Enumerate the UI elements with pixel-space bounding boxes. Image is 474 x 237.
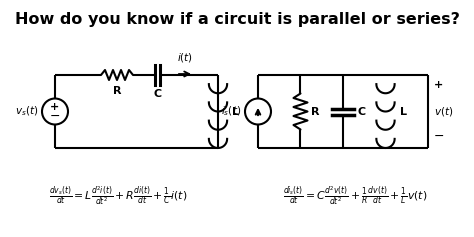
Text: +: + (50, 102, 60, 113)
Text: $v(t)$: $v(t)$ (434, 105, 453, 118)
Text: L: L (400, 106, 407, 117)
Text: +: + (434, 80, 443, 90)
Text: −: − (50, 110, 60, 123)
Text: $i(t)$: $i(t)$ (177, 51, 193, 64)
Text: How do you know if a circuit is parallel or series?: How do you know if a circuit is parallel… (15, 12, 459, 27)
Text: $v_s(t)$: $v_s(t)$ (15, 105, 38, 118)
Text: −: − (434, 130, 445, 143)
Text: L: L (232, 106, 239, 117)
Text: R: R (311, 106, 320, 117)
Text: C: C (358, 106, 366, 117)
Text: $\frac{di_s(t)}{dt} = C\frac{d^2v(t)}{dt^2} + \frac{1}{R}\frac{dv(t)}{dt} + \fra: $\frac{di_s(t)}{dt} = C\frac{d^2v(t)}{dt… (283, 185, 427, 207)
Text: C: C (154, 89, 162, 99)
Text: $\frac{dv_s(t)}{dt} = L\frac{d^2i(t)}{dt^2} + R\frac{di(t)}{dt} + \frac{1}{C}i(t: $\frac{dv_s(t)}{dt} = L\frac{d^2i(t)}{dt… (49, 185, 187, 207)
Text: R: R (113, 86, 121, 96)
Text: $i_s(t)$: $i_s(t)$ (221, 105, 241, 118)
